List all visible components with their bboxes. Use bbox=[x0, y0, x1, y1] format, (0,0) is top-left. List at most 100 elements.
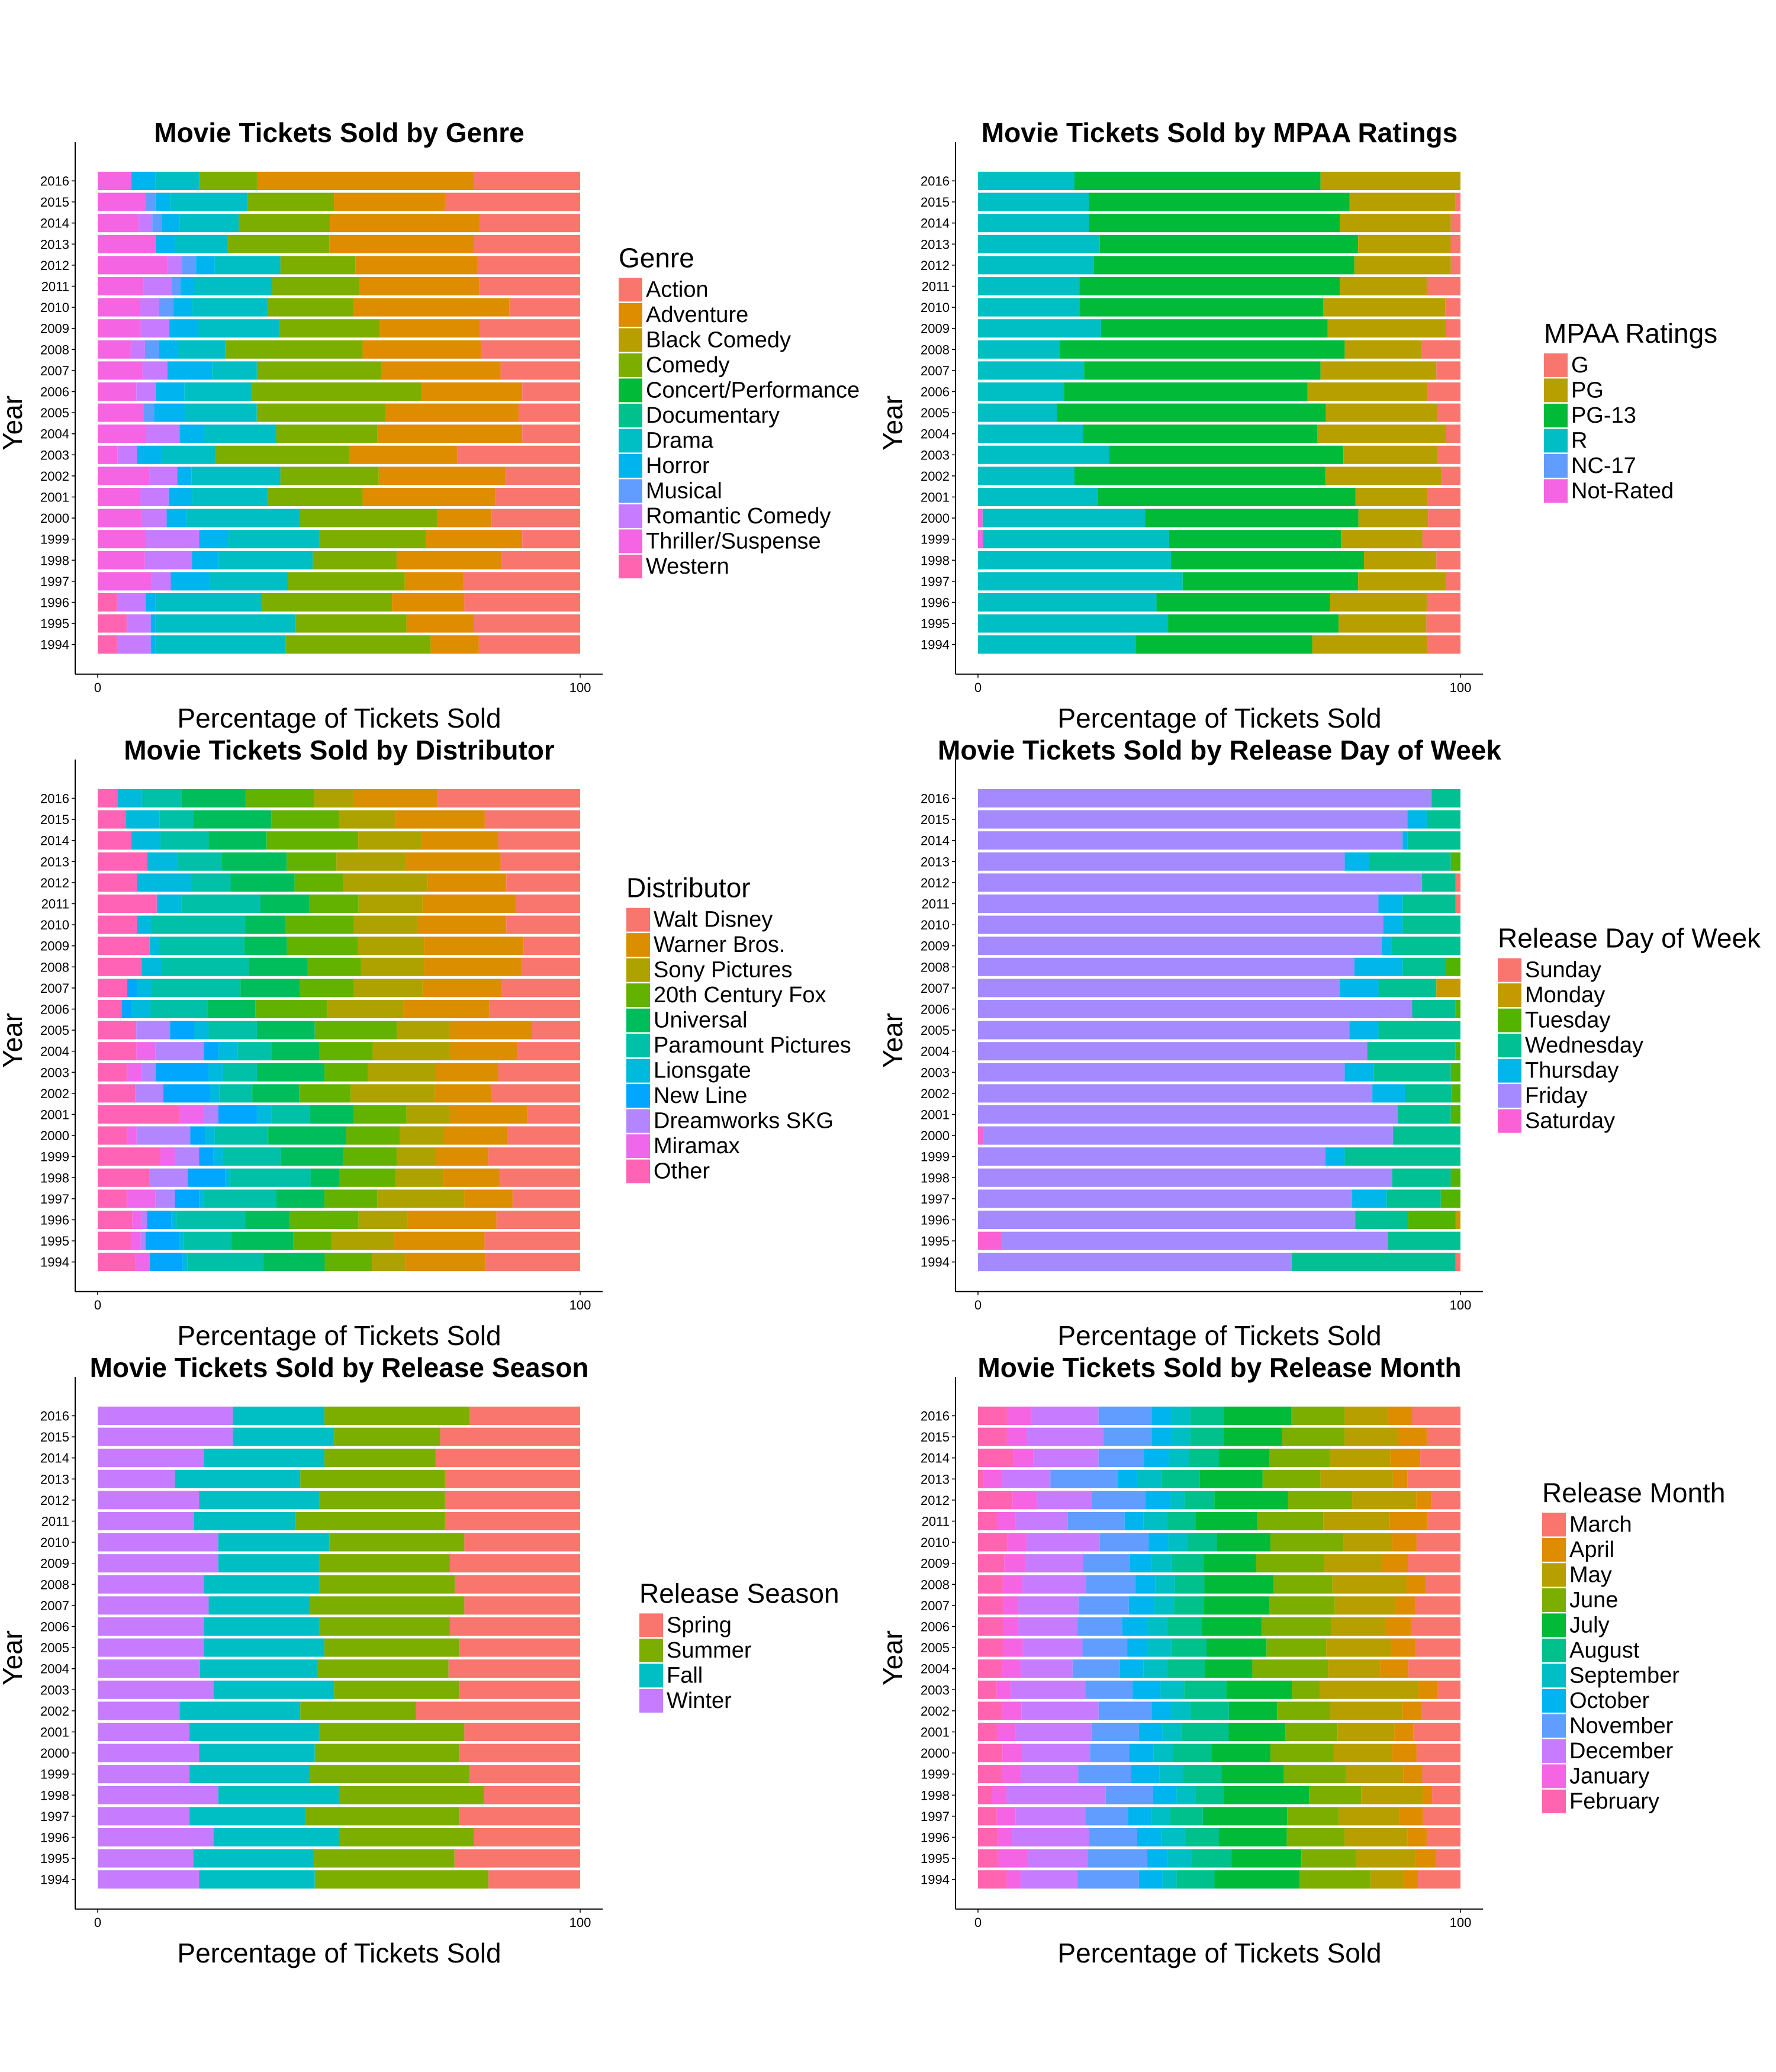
bar-segment bbox=[978, 298, 1080, 317]
y-tick-label: 2006 bbox=[40, 1002, 69, 1017]
legend-swatch bbox=[1544, 403, 1568, 427]
y-tick-label: 1999 bbox=[921, 1150, 950, 1164]
bar-segment bbox=[377, 424, 523, 443]
bar-segment bbox=[98, 937, 150, 955]
bar-segment bbox=[136, 1021, 170, 1040]
bar-segment bbox=[194, 1512, 296, 1530]
bar-segment bbox=[98, 1469, 175, 1488]
bar-segment bbox=[1273, 1575, 1333, 1594]
bar-segment bbox=[204, 1617, 320, 1636]
bar-segment bbox=[319, 1723, 465, 1741]
legend-swatch bbox=[626, 933, 650, 957]
bar-segment bbox=[300, 1701, 416, 1720]
bar-segment bbox=[223, 1147, 281, 1166]
bar-segment bbox=[162, 445, 216, 464]
bar-segment bbox=[339, 1828, 474, 1846]
legend-swatch bbox=[626, 1084, 650, 1108]
bar-segment bbox=[1185, 1828, 1220, 1846]
bar-segment bbox=[522, 424, 580, 443]
bar-segment bbox=[1098, 1449, 1144, 1468]
bar-segment bbox=[978, 635, 1136, 654]
y-tick-label: 2001 bbox=[921, 490, 950, 505]
bar-segment bbox=[1327, 319, 1446, 338]
bar-segment bbox=[299, 509, 437, 527]
bar-segment bbox=[1418, 1680, 1437, 1699]
y-tick-label: 2002 bbox=[921, 1704, 950, 1719]
bar-segment bbox=[1002, 1231, 1388, 1250]
bar-segment bbox=[155, 593, 262, 612]
bar-segment bbox=[1128, 1807, 1151, 1826]
bar-segment bbox=[1325, 466, 1442, 485]
bar-segment bbox=[317, 1659, 449, 1678]
bar-segment bbox=[353, 979, 423, 998]
bar-segment bbox=[179, 1701, 301, 1720]
bar-segment bbox=[1426, 810, 1460, 829]
legend-title: Genre bbox=[619, 242, 694, 273]
bar-segment bbox=[228, 234, 330, 253]
bar-segment bbox=[1386, 1189, 1441, 1208]
bar-segment bbox=[978, 1042, 1368, 1061]
bar-segment bbox=[263, 1253, 325, 1272]
bar-segment bbox=[98, 1638, 204, 1657]
bar-segment bbox=[1154, 1596, 1175, 1615]
y-tick-label: 2010 bbox=[921, 1535, 950, 1550]
bar-segment bbox=[1224, 1785, 1310, 1804]
bar-segment bbox=[1343, 1533, 1392, 1552]
bar-segment bbox=[362, 340, 481, 359]
bar-segment bbox=[397, 1021, 450, 1040]
bar-segment bbox=[477, 256, 580, 275]
chart-title: Movie Tickets Sold by Release Month bbox=[977, 1352, 1461, 1383]
bar-segment bbox=[1097, 488, 1356, 506]
legend-swatch bbox=[1544, 378, 1568, 403]
bar-segment bbox=[1099, 234, 1359, 253]
bar-segment bbox=[213, 1147, 223, 1166]
bar-segment bbox=[310, 1765, 469, 1784]
bar-segment bbox=[176, 1211, 246, 1229]
bar-segment bbox=[159, 810, 194, 829]
bar-segment bbox=[1415, 1596, 1460, 1615]
bar-segment bbox=[1151, 1407, 1171, 1425]
y-tick-label: 1994 bbox=[40, 1255, 69, 1270]
bar-segment bbox=[310, 1596, 465, 1615]
bar-segment bbox=[144, 340, 159, 359]
bar-segment bbox=[469, 1765, 580, 1784]
bar-segment bbox=[349, 445, 458, 464]
bar-segment bbox=[170, 1021, 194, 1040]
bar-segment bbox=[1423, 1785, 1433, 1804]
bar-segment bbox=[978, 192, 1089, 211]
bar-segment bbox=[381, 361, 501, 380]
bar-segment bbox=[185, 403, 257, 422]
bar-segment bbox=[126, 1063, 141, 1082]
bar-segment bbox=[225, 1168, 230, 1187]
bar-segment bbox=[98, 445, 118, 464]
legend-label: Comedy bbox=[646, 353, 730, 378]
bar-segment bbox=[395, 1168, 443, 1187]
bar-segment bbox=[169, 319, 198, 338]
bar-segment bbox=[996, 1807, 1016, 1826]
bar-segment bbox=[978, 1638, 1003, 1657]
bar-segment bbox=[1391, 1638, 1416, 1657]
legend-swatch bbox=[1542, 1714, 1566, 1738]
y-tick-label: 1994 bbox=[40, 638, 69, 652]
bar-segment bbox=[98, 1105, 180, 1124]
y-tick-label: 2005 bbox=[921, 406, 950, 420]
bar-segment bbox=[168, 488, 192, 506]
legend-swatch bbox=[619, 429, 642, 453]
y-tick-label: 2008 bbox=[921, 1577, 950, 1592]
bar-segment bbox=[484, 1785, 580, 1804]
legend-label: Paramount Pictures bbox=[654, 1033, 851, 1058]
y-tick-label: 2014 bbox=[921, 834, 950, 848]
bar-segment bbox=[395, 810, 485, 829]
bar-segment bbox=[98, 1554, 218, 1573]
bar-segment bbox=[98, 1659, 200, 1678]
bar-segment bbox=[1168, 614, 1339, 633]
x-axis-title: Percentage of Tickets Sold bbox=[1057, 703, 1381, 733]
y-tick-label: 2004 bbox=[921, 427, 950, 442]
y-axis-title: Year bbox=[0, 1630, 28, 1685]
bar-segment bbox=[159, 298, 173, 317]
bar-segment bbox=[1392, 1469, 1408, 1488]
bar-segment bbox=[480, 214, 580, 233]
y-axis-title: Year bbox=[877, 395, 908, 451]
bar-segment bbox=[214, 1126, 269, 1145]
bar-segment bbox=[1089, 1828, 1137, 1846]
